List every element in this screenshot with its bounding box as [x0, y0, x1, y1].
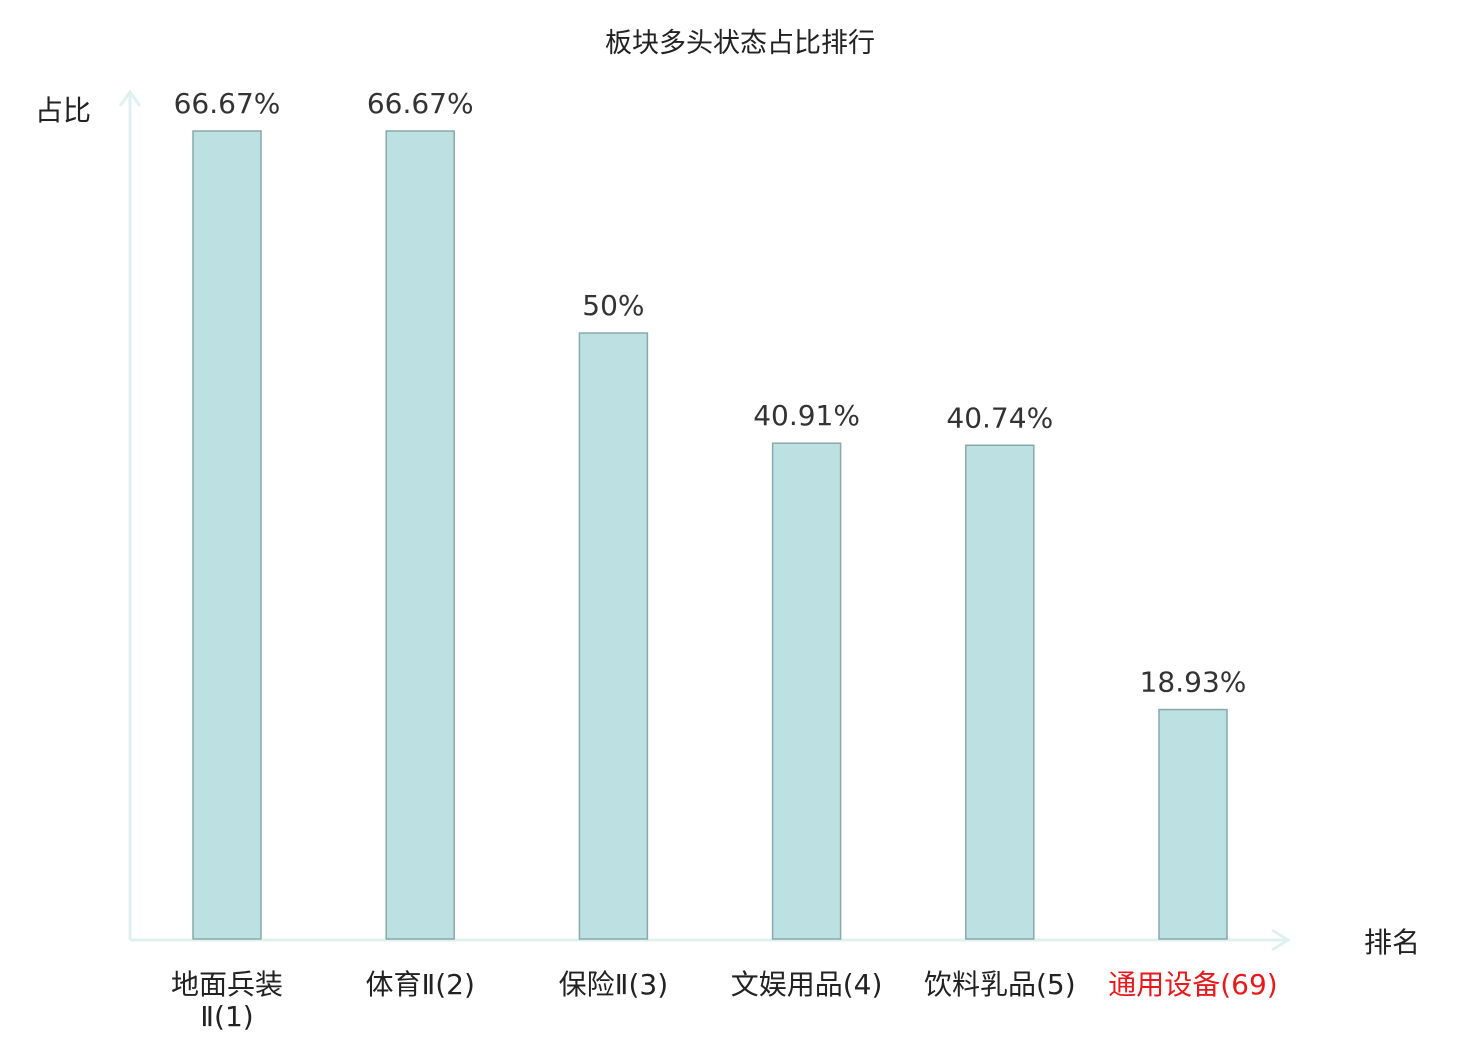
data-label: 66.67%	[367, 87, 474, 120]
x-tick-label: Ⅱ(1)	[200, 1000, 253, 1033]
bar	[771, 442, 842, 940]
bar	[578, 332, 649, 940]
x-axis-label: 排名	[1364, 926, 1420, 959]
y-axis	[118, 89, 142, 940]
y-axis-label: 占比	[35, 94, 91, 127]
bar	[385, 130, 455, 940]
data-label: 50%	[582, 289, 644, 322]
data-label: 18.93%	[1140, 666, 1247, 699]
chart-title: 板块多头状态占比排行	[605, 28, 875, 59]
data-label: 40.74%	[946, 401, 1053, 434]
x-tick-label: 地面兵装	[171, 968, 283, 1001]
data-label: 66.67%	[174, 87, 281, 120]
x-tick-label: 保险Ⅱ(3)	[559, 968, 668, 1001]
x-axis	[130, 928, 1291, 952]
data-label: 40.91%	[753, 399, 860, 432]
x-tick-label: 饮料乳品(5)	[924, 968, 1076, 1001]
x-tick-label: 文娱用品(4)	[731, 968, 883, 1001]
bar	[1158, 708, 1228, 940]
bar	[965, 444, 1035, 940]
x-tick-label: 体育Ⅱ(2)	[365, 968, 474, 1001]
x-tick-label: 通用设备(69)	[1108, 968, 1277, 1001]
bar	[192, 130, 262, 940]
